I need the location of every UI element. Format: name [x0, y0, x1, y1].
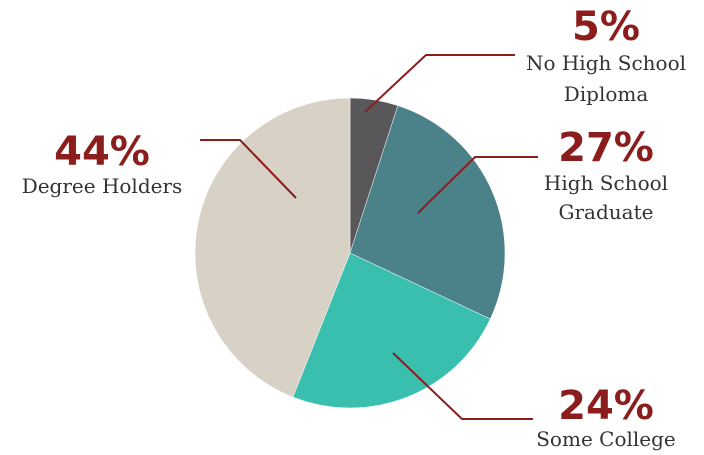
leader-line-high-school-graduate — [417, 156, 538, 214]
slice-percent-high-school-graduate: 27% — [558, 125, 654, 171]
leader-line-some-college — [392, 352, 533, 420]
slice-percent-degree-holders: 44% — [54, 129, 150, 175]
leader-line-no-high-school — [364, 54, 515, 113]
slice-label-high-school-graduate-line2: Graduate — [559, 200, 654, 224]
leader-line-degree-holders — [200, 139, 297, 199]
leader-lines — [200, 54, 538, 420]
slice-percent-some-college: 24% — [558, 383, 654, 429]
pie-slice-high-school-graduate — [349, 105, 506, 320]
slice-label-high-school-graduate-line1: High School — [544, 171, 668, 195]
slice-label-some-college: Some College — [536, 427, 676, 451]
slice-label-no-high-school-line1: No High School — [526, 51, 686, 75]
pie-slice-some-college — [292, 252, 491, 409]
slice-label-no-high-school-line2: Diploma — [564, 82, 649, 106]
pie-slice-degree-holders — [194, 97, 351, 398]
slice-percent-no-high-school: 5% — [572, 4, 640, 50]
slice-label-degree-holders: Degree Holders — [22, 174, 183, 198]
pie-slices — [194, 97, 506, 409]
